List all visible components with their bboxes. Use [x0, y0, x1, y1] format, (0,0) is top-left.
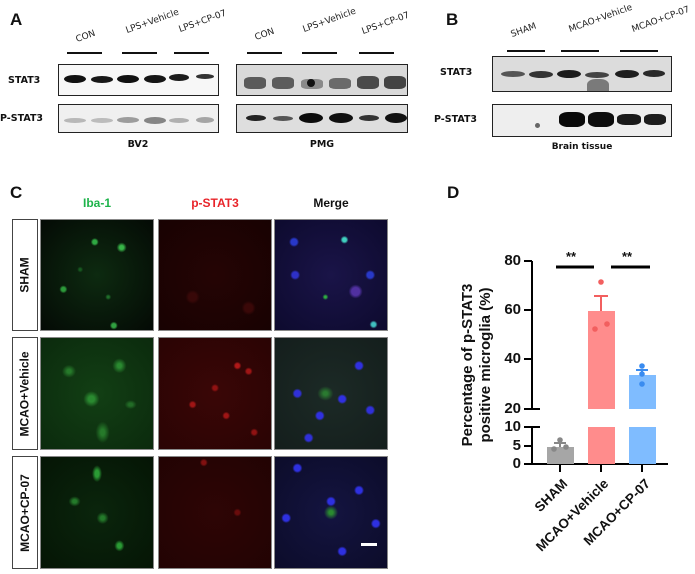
blot-band: [617, 114, 641, 125]
y-tick-60: 60: [504, 301, 521, 318]
scale-bar: [361, 543, 377, 546]
blot-band: [144, 117, 166, 124]
blot-band: [501, 71, 525, 77]
brain-row-label-pstat3: P-STAT3: [434, 114, 478, 125]
blot-band: [585, 72, 609, 78]
pmg-pstat3-blot: [236, 104, 408, 133]
column-header-pstat3: p-STAT3: [191, 196, 239, 210]
bv2-pstat3-blot: [58, 104, 219, 133]
brain-group-line: [620, 50, 658, 52]
brain-row-label-stat3: STAT3: [440, 67, 473, 78]
bv2-stat3-blot: [58, 64, 219, 96]
column-header-iba1: Iba-1: [82, 196, 111, 210]
panel-a-letter: A: [10, 10, 23, 29]
micrograph-sham-merge: [274, 219, 388, 331]
micrograph-sham-iba1: [40, 219, 154, 331]
blot-band: [329, 113, 353, 123]
blot-band: [357, 76, 379, 89]
significance-label-vehicle-vs-cp07: **: [622, 249, 633, 264]
micrograph-mcao-vehicle-merge: [274, 337, 388, 450]
micrograph-mcao-cp07-merge: [274, 456, 388, 569]
row-tag-mcao-cp07: MCAO+CP-07: [12, 456, 38, 569]
y-tick-40: 40: [504, 350, 521, 367]
pmg-caption: PMG: [309, 139, 335, 150]
pmg-group-line: [359, 52, 394, 54]
micrograph-mcao-cp07-pstat3: [158, 456, 272, 569]
row-tag-sham: SHAM: [12, 219, 38, 331]
pmg-stat3-blot: [236, 64, 408, 96]
blot-band: [359, 115, 379, 121]
y-tick-20: 20: [504, 400, 521, 417]
pmg-group-line: [302, 52, 337, 54]
y-tick-5: 5: [512, 437, 521, 454]
panel-d-letter: D: [447, 183, 460, 202]
bv2-group-line: [174, 52, 209, 54]
blot-band: [117, 75, 139, 83]
blot-band: [307, 79, 315, 87]
blot-band: [244, 77, 266, 89]
blot-band: [643, 70, 665, 77]
blot-band: [91, 76, 113, 83]
panel-c-letter: C: [10, 183, 23, 202]
blot-band: [64, 75, 86, 83]
bv2-group-line: [67, 52, 102, 54]
bv2-caption: BV2: [127, 139, 149, 150]
blot-band: [169, 74, 189, 81]
blot-band: [385, 113, 407, 123]
blot-band: [196, 74, 214, 79]
blot-band: [273, 116, 293, 121]
blot-band: [559, 112, 585, 127]
blot-band: [384, 76, 406, 89]
blot-band: [299, 113, 323, 123]
y-tick-80: 80: [504, 252, 521, 269]
blot-band: [144, 75, 166, 83]
blot-band: [272, 77, 294, 89]
pmg-group-line: [247, 52, 282, 54]
micrograph-sham-pstat3: [158, 219, 272, 331]
micrograph-mcao-cp07-iba1: [40, 456, 154, 569]
brain-stat3-blot: [492, 56, 672, 92]
row-tag-mcao-vehicle: MCAO+Vehicle: [12, 337, 38, 450]
blot-band: [557, 70, 581, 78]
bv2-row-label-pstat3: P-STAT3: [0, 113, 44, 124]
bv2-group-line: [122, 52, 157, 54]
brain-caption: Brain tissue: [551, 142, 613, 152]
bv2-row-label-stat3: STAT3: [8, 75, 41, 86]
blot-band: [196, 117, 214, 123]
brain-pstat3-blot: [492, 104, 672, 137]
blot-band: [529, 71, 553, 78]
blot-band: [644, 114, 666, 125]
blot-band: [117, 117, 139, 123]
significance-label-sham-vs-vehicle: **: [566, 249, 577, 264]
micrograph-mcao-vehicle-iba1: [40, 337, 154, 450]
blot-band: [246, 115, 266, 121]
panel-b-letter: B: [446, 10, 459, 29]
blot-band: [169, 118, 189, 123]
blot-band: [329, 78, 351, 89]
brain-group-line: [507, 50, 545, 52]
blot-band: [535, 123, 540, 128]
blot-smear: [587, 79, 609, 91]
blot-band: [588, 112, 614, 127]
blot-band: [615, 70, 639, 78]
micrograph-mcao-vehicle-pstat3: [158, 337, 272, 450]
y-tick-10: 10: [504, 418, 521, 435]
blot-band: [91, 118, 113, 123]
y-tick-0: 0: [512, 455, 521, 472]
brain-group-line: [561, 50, 599, 52]
column-header-merge: Merge: [313, 196, 349, 210]
blot-band: [64, 118, 86, 123]
